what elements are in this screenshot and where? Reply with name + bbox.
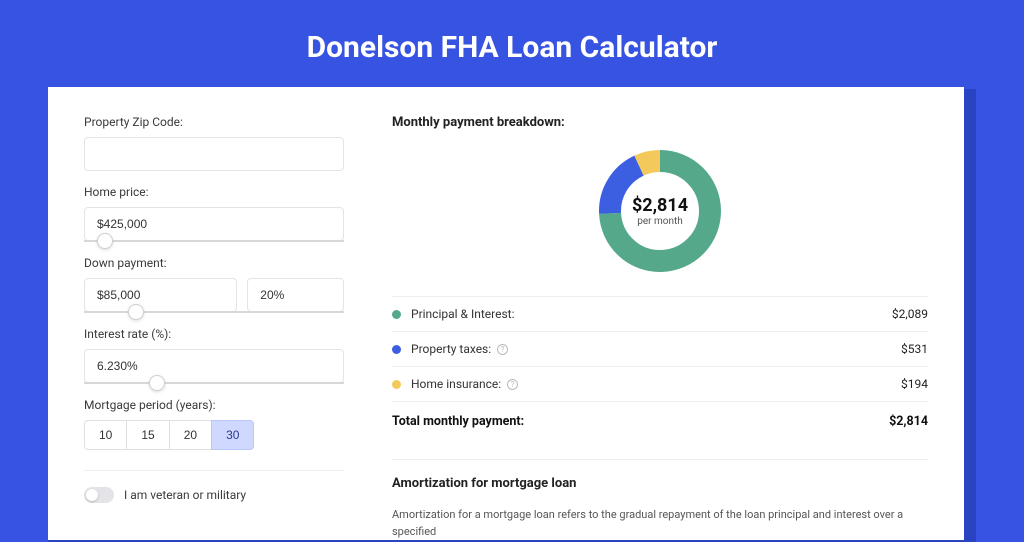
- payment-donut-chart: $2,814 per month: [595, 146, 725, 276]
- info-icon[interactable]: ?: [497, 344, 508, 355]
- legend-dot: [392, 310, 401, 319]
- period-buttons: 10152030: [84, 420, 344, 450]
- home-price-label: Home price:: [84, 185, 344, 199]
- breakdown-row: Principal & Interest:$2,089: [392, 296, 928, 331]
- donut-wrap: $2,814 per month: [392, 146, 928, 276]
- breakdown-value: $531: [901, 342, 928, 356]
- period-field-group: Mortgage period (years): 10152030: [84, 398, 344, 450]
- breakdown-label: Property taxes:?: [411, 342, 901, 356]
- calculator-card: Property Zip Code: Home price: Down paym…: [48, 87, 964, 540]
- breakdown-label: Home insurance:?: [411, 377, 901, 391]
- zip-field-group: Property Zip Code:: [84, 115, 344, 171]
- info-icon[interactable]: ?: [507, 379, 518, 390]
- down-payment-pct-input[interactable]: [247, 278, 344, 312]
- veteran-toggle[interactable]: [84, 487, 114, 503]
- total-row: Total monthly payment: $2,814: [392, 401, 928, 441]
- down-payment-input[interactable]: [84, 278, 237, 312]
- breakdown-title: Monthly payment breakdown:: [392, 115, 928, 130]
- amortization-section: Amortization for mortgage loan Amortizat…: [392, 459, 928, 540]
- period-button-20[interactable]: 20: [169, 420, 212, 450]
- breakdown-column: Monthly payment breakdown: $2,814 per mo…: [392, 115, 928, 540]
- breakdown-label: Principal & Interest:: [411, 307, 892, 321]
- home-price-field-group: Home price:: [84, 185, 344, 242]
- breakdown-row: Home insurance:?$194: [392, 366, 928, 401]
- veteran-row: I am veteran or military: [84, 470, 344, 503]
- page-title: Donelson FHA Loan Calculator: [0, 0, 1024, 89]
- zip-input[interactable]: [84, 137, 344, 171]
- home-price-input[interactable]: [84, 207, 344, 241]
- breakdown-value: $2,089: [892, 307, 928, 321]
- donut-center: $2,814 per month: [595, 146, 725, 276]
- interest-field-group: Interest rate (%):: [84, 327, 344, 384]
- home-price-slider[interactable]: [84, 240, 344, 242]
- legend-dot: [392, 345, 401, 354]
- breakdown-value: $194: [901, 377, 928, 391]
- donut-sub: per month: [637, 216, 683, 227]
- period-button-10[interactable]: 10: [84, 420, 127, 450]
- period-button-30[interactable]: 30: [211, 420, 254, 450]
- down-payment-slider-thumb[interactable]: [128, 304, 144, 320]
- interest-input[interactable]: [84, 349, 344, 383]
- period-button-15[interactable]: 15: [126, 420, 169, 450]
- interest-slider[interactable]: [84, 382, 344, 384]
- home-price-slider-thumb[interactable]: [97, 233, 113, 249]
- down-payment-slider[interactable]: [84, 311, 344, 313]
- form-column: Property Zip Code: Home price: Down paym…: [84, 115, 344, 540]
- total-label: Total monthly payment:: [392, 414, 889, 429]
- card-shadow: Property Zip Code: Home price: Down paym…: [48, 89, 976, 542]
- legend-dot: [392, 380, 401, 389]
- zip-label: Property Zip Code:: [84, 115, 344, 129]
- breakdown-row: Property taxes:?$531: [392, 331, 928, 366]
- total-value: $2,814: [889, 414, 928, 429]
- donut-amount: $2,814: [632, 195, 688, 216]
- down-payment-label: Down payment:: [84, 256, 344, 270]
- interest-label: Interest rate (%):: [84, 327, 344, 341]
- down-payment-field-group: Down payment:: [84, 256, 344, 313]
- veteran-label: I am veteran or military: [124, 488, 246, 502]
- period-label: Mortgage period (years):: [84, 398, 344, 412]
- amortization-title: Amortization for mortgage loan: [392, 476, 928, 491]
- interest-slider-thumb[interactable]: [149, 375, 165, 391]
